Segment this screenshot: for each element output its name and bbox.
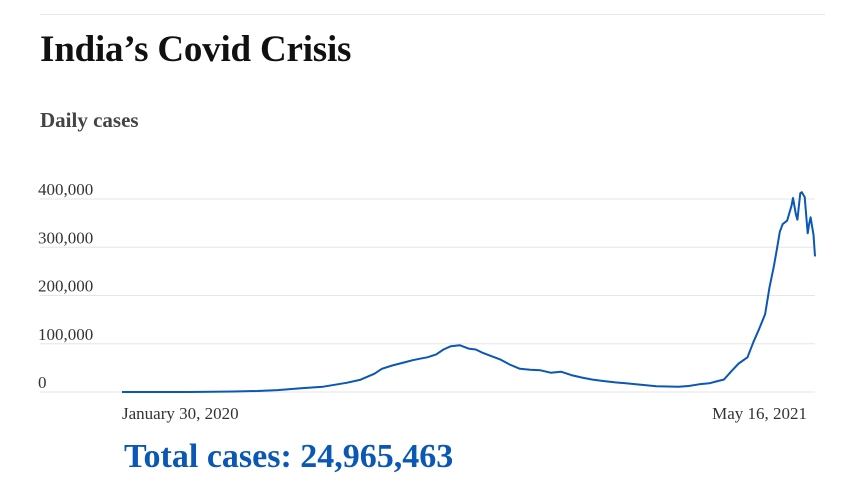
y-axis-ticks: 0 100,000 200,000 300,000 400,000 (38, 180, 93, 392)
page-title: India’s Covid Crisis (40, 29, 352, 70)
top-divider (40, 14, 825, 15)
chart-subtitle: Daily cases (40, 108, 139, 132)
daily-cases-chart: 0 100,000 200,000 300,000 400,000 January 30… (38, 180, 816, 423)
x-tick-label: January 30, 2020 (122, 404, 239, 423)
y-tick-label: 400,000 (38, 180, 93, 199)
daily-cases-line (122, 191, 816, 393)
y-tick-label: 100,000 (38, 325, 93, 344)
y-tick-label: 0 (38, 373, 47, 392)
x-tick-label: May 16, 2021 (712, 404, 807, 423)
y-tick-label: 200,000 (38, 277, 93, 296)
x-axis-ticks: January 30, 2020 May 16, 2021 (122, 404, 807, 423)
total-cases: Total cases: 24,965,463 (124, 438, 454, 475)
grid-layer (40, 198, 815, 393)
y-tick-label: 300,000 (38, 228, 93, 247)
